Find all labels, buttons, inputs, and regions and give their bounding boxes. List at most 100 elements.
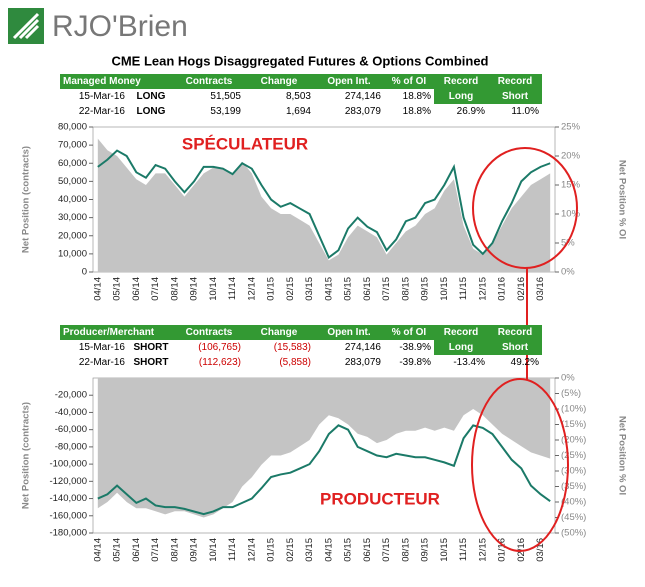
cell: -39.8% [399, 357, 431, 368]
cell: (106,765) [198, 342, 241, 353]
cell: 11.0% [511, 106, 539, 117]
page-title: CME Lean Hogs Disaggregated Futures & Op… [111, 53, 488, 68]
y-tick-label: -40,000 [55, 407, 87, 418]
y-tick-label: 40,000 [58, 194, 87, 205]
y2-tick-label: 0% [561, 267, 575, 278]
y2-tick-label: (35%) [561, 481, 586, 492]
y2-tick-label: (50%) [561, 528, 586, 539]
area [97, 138, 551, 272]
header-cell: Producer/Merchant [60, 325, 174, 340]
x-tick-label: 09/15 [420, 277, 431, 301]
x-tick-label: 01/15 [266, 538, 277, 562]
cell: 15-Mar-16 [78, 91, 125, 102]
cell: 49.2% [510, 357, 539, 368]
y-tick-label: 30,000 [58, 212, 87, 223]
cell: SHORT [133, 342, 169, 353]
y-tick-label: -140,000 [49, 493, 87, 504]
x-tick-label: 01/15 [266, 277, 277, 301]
cell: 274,146 [344, 342, 381, 353]
cell: (112,623) [198, 357, 241, 368]
header-cell: Managed Money [60, 74, 174, 89]
x-tick-label: 12/14 [246, 538, 257, 562]
y-axis-title: Net Position (contracts) [21, 146, 32, 253]
cell: (15,583) [273, 342, 311, 353]
y-tick-label: 10,000 [58, 248, 87, 259]
x-tick-label: 08/14 [169, 277, 180, 301]
area [97, 378, 551, 518]
x-tick-label: 05/15 [343, 538, 354, 562]
x-tick-label: 07/14 [150, 277, 161, 301]
highlight-ellipse [471, 378, 569, 552]
cell: 22-Mar-16 [78, 106, 125, 117]
y-tick-label: -120,000 [49, 476, 87, 487]
x-tick-label: 06/15 [362, 538, 373, 562]
x-tick-label: 08/15 [400, 538, 411, 562]
y-tick-label: 60,000 [58, 158, 87, 169]
x-tick-label: 03/16 [535, 277, 546, 301]
x-tick-label: 07/15 [381, 538, 392, 562]
header-cell: Contracts [174, 325, 244, 340]
y-tick-label: -100,000 [49, 459, 87, 470]
y-tick-label: -60,000 [55, 424, 87, 435]
header-cell: Open Int. [314, 325, 384, 340]
x-tick-label: 12/15 [477, 538, 488, 562]
y-tick-label: -20,000 [55, 390, 87, 401]
y2-axis-title: Net Position % OI [616, 160, 627, 239]
x-tick-label: 06/14 [131, 538, 142, 562]
annotation: SPÉCULATEUR [182, 134, 308, 153]
cell: 283,079 [344, 357, 381, 368]
x-tick-label: 06/14 [131, 277, 142, 301]
cell: -38.9% [399, 342, 431, 353]
x-tick-label: 02/16 [516, 277, 527, 301]
x-tick-label: 10/15 [439, 277, 450, 301]
cell: 22-Mar-16 [78, 357, 125, 368]
header-cell: Open Int. [314, 74, 384, 89]
y-tick-label: 50,000 [58, 176, 87, 187]
y2-tick-label: 10% [561, 209, 581, 220]
header-cell: % of OI [384, 325, 434, 340]
x-tick-label: 10/14 [208, 277, 219, 301]
y2-tick-label: (10%) [561, 404, 586, 415]
table-managed-money: Managed Money Contracts Change Open Int.% o… [60, 74, 542, 119]
y2-tick-label: (20%) [561, 435, 586, 446]
x-tick-label: 03/16 [535, 538, 546, 562]
cell: LONG [136, 91, 166, 102]
y2-tick-label: 20% [561, 151, 581, 162]
x-tick-label: 04/15 [323, 538, 334, 562]
y2-tick-label: (30%) [561, 466, 586, 477]
header-cell: Record Short [488, 74, 542, 104]
logo-stripes [12, 12, 40, 40]
cell: LONG [136, 106, 166, 117]
x-tick-label: 09/14 [189, 277, 200, 301]
y2-tick-label: 0% [561, 373, 575, 384]
cell: 18.8% [402, 106, 431, 117]
line [97, 149, 551, 260]
cell: 53,199 [210, 106, 241, 117]
x-tick-label: 04/14 [92, 538, 103, 562]
header-cell: Contracts [174, 74, 244, 89]
y-tick-label: 70,000 [58, 140, 87, 151]
x-tick-label: 03/15 [304, 538, 315, 562]
y2-tick-label: (15%) [561, 419, 586, 430]
y2-tick-label: (25%) [561, 450, 586, 461]
x-tick-label: 12/14 [246, 277, 257, 301]
x-tick-label: 11/14 [227, 538, 238, 561]
cell: 8,503 [285, 91, 311, 102]
cell: (5,858) [279, 357, 311, 368]
x-tick-label: 02/15 [285, 277, 296, 301]
x-tick-label: 11/15 [458, 277, 469, 300]
cell: 274,146 [344, 91, 381, 102]
y2-tick-label: (40%) [561, 497, 586, 508]
y-tick-label: -180,000 [49, 528, 87, 539]
x-tick-label: 01/16 [497, 538, 508, 562]
header-cell: Change [244, 74, 314, 89]
x-tick-label: 08/15 [400, 277, 411, 301]
cell: 283,079 [344, 106, 381, 117]
y-tick-label: -80,000 [55, 441, 87, 452]
x-tick-label: 02/15 [285, 538, 296, 562]
y2-axis-title: Net Position % OI [616, 416, 627, 495]
y-tick-label: 0 [82, 267, 87, 278]
x-tick-label: 10/14 [208, 538, 219, 562]
table-producer: Producer/Merchant Contracts Change Open Int… [60, 325, 542, 370]
